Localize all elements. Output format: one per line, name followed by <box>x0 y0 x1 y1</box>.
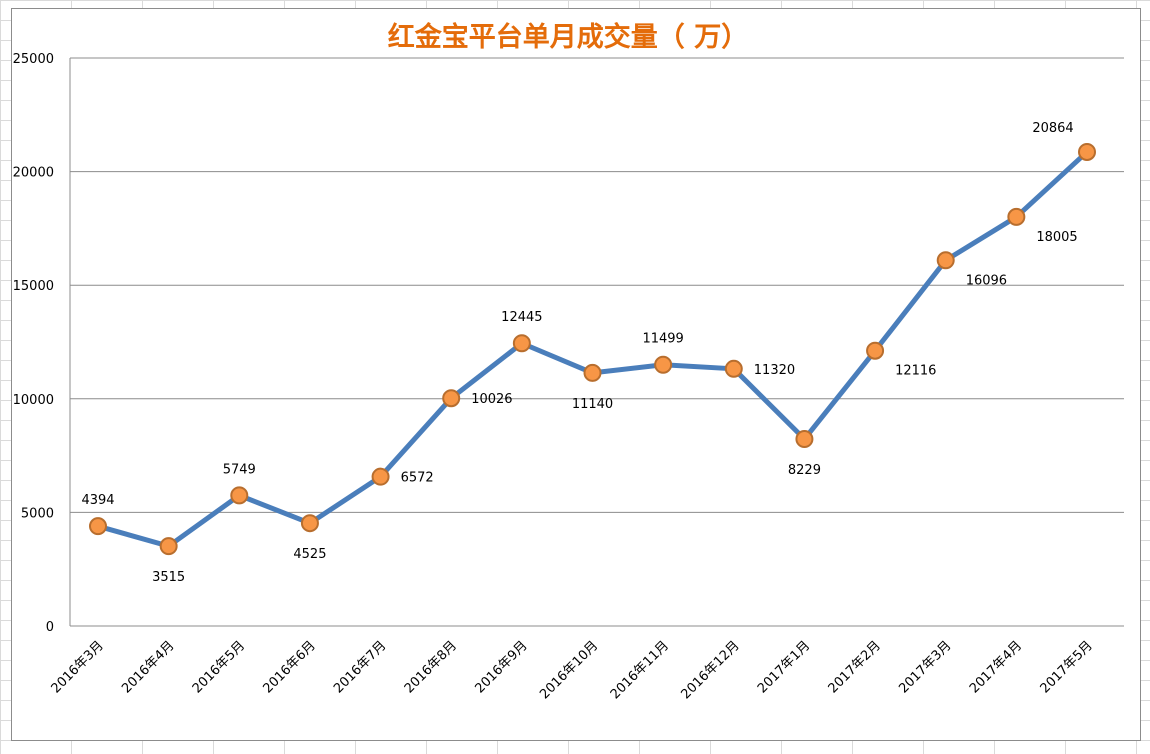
data-label: 18005 <box>1036 230 1077 245</box>
data-point <box>300 514 319 533</box>
data-point <box>724 359 743 378</box>
data-label: 12445 <box>501 310 542 325</box>
chart-title: 红金宝平台单月成交量（ 万） <box>388 21 748 53</box>
data-point <box>89 517 107 536</box>
y-tick-label: 25000 <box>13 52 54 67</box>
gridlines <box>69 57 1124 627</box>
data-label: 3515 <box>152 570 185 585</box>
data-point <box>795 430 814 449</box>
x-tick-label: 2016年10月 <box>537 638 601 702</box>
x-tick-label: 2017年1月 <box>755 638 813 696</box>
data-point <box>866 341 885 360</box>
data-label: 11499 <box>642 332 683 347</box>
x-tick-label: 2016年11月 <box>608 638 672 702</box>
data-point <box>583 363 602 382</box>
series: 4394 3515 5749 4525 6572 10026 12445 11140 11499… <box>81 121 1096 585</box>
data-label: 10026 <box>471 392 512 407</box>
x-tick-label: 2016年3月 <box>49 638 107 696</box>
data-label: 6572 <box>401 471 434 486</box>
x-tick-label: 2016年6月 <box>261 638 319 696</box>
y-tick-label: 5000 <box>21 506 54 521</box>
x-tick-label: 2016年12月 <box>679 638 743 702</box>
data-label: 4394 <box>81 493 114 508</box>
x-tick-label: 2017年3月 <box>896 638 954 696</box>
data-point <box>1007 207 1026 226</box>
series-line <box>97 150 1089 549</box>
data-point <box>230 486 249 505</box>
x-tick-label: 2016年8月 <box>402 638 460 696</box>
data-label: 16096 <box>966 273 1007 288</box>
x-tick-label: 2016年7月 <box>331 638 389 696</box>
y-axis-ticks: 0 5000 10000 15000 20000 25000 <box>13 52 54 635</box>
data-point <box>371 467 390 486</box>
data-point <box>512 334 531 353</box>
data-point <box>1078 142 1096 161</box>
x-axis-ticks: 2016年3月 2016年4月 2016年5月 2016年6月 2016年7月 2016年… <box>49 638 1096 702</box>
x-tick-label: 2016年4月 <box>119 638 177 696</box>
data-point <box>936 251 955 270</box>
y-tick-label: 15000 <box>13 279 54 294</box>
data-point <box>442 389 461 408</box>
data-label: 4525 <box>293 547 326 562</box>
y-tick-label: 10000 <box>13 393 54 408</box>
x-tick-label: 2017年4月 <box>967 638 1025 696</box>
y-tick-label: 20000 <box>13 166 54 181</box>
data-label: 20864 <box>1032 121 1073 136</box>
chart-area[interactable] <box>11 8 1141 741</box>
data-label: 5749 <box>223 462 256 477</box>
data-point <box>654 355 673 374</box>
data-label: 12116 <box>895 364 936 379</box>
data-label: 8229 <box>788 463 821 478</box>
x-tick-label: 2016年5月 <box>190 638 248 696</box>
x-tick-label: 2017年5月 <box>1038 638 1096 696</box>
data-point <box>159 537 178 556</box>
x-tick-label: 2017年2月 <box>826 638 884 696</box>
data-label: 11320 <box>754 363 795 378</box>
y-tick-label: 0 <box>46 620 54 635</box>
data-label: 11140 <box>572 397 613 412</box>
x-tick-label: 2016年9月 <box>472 638 530 696</box>
